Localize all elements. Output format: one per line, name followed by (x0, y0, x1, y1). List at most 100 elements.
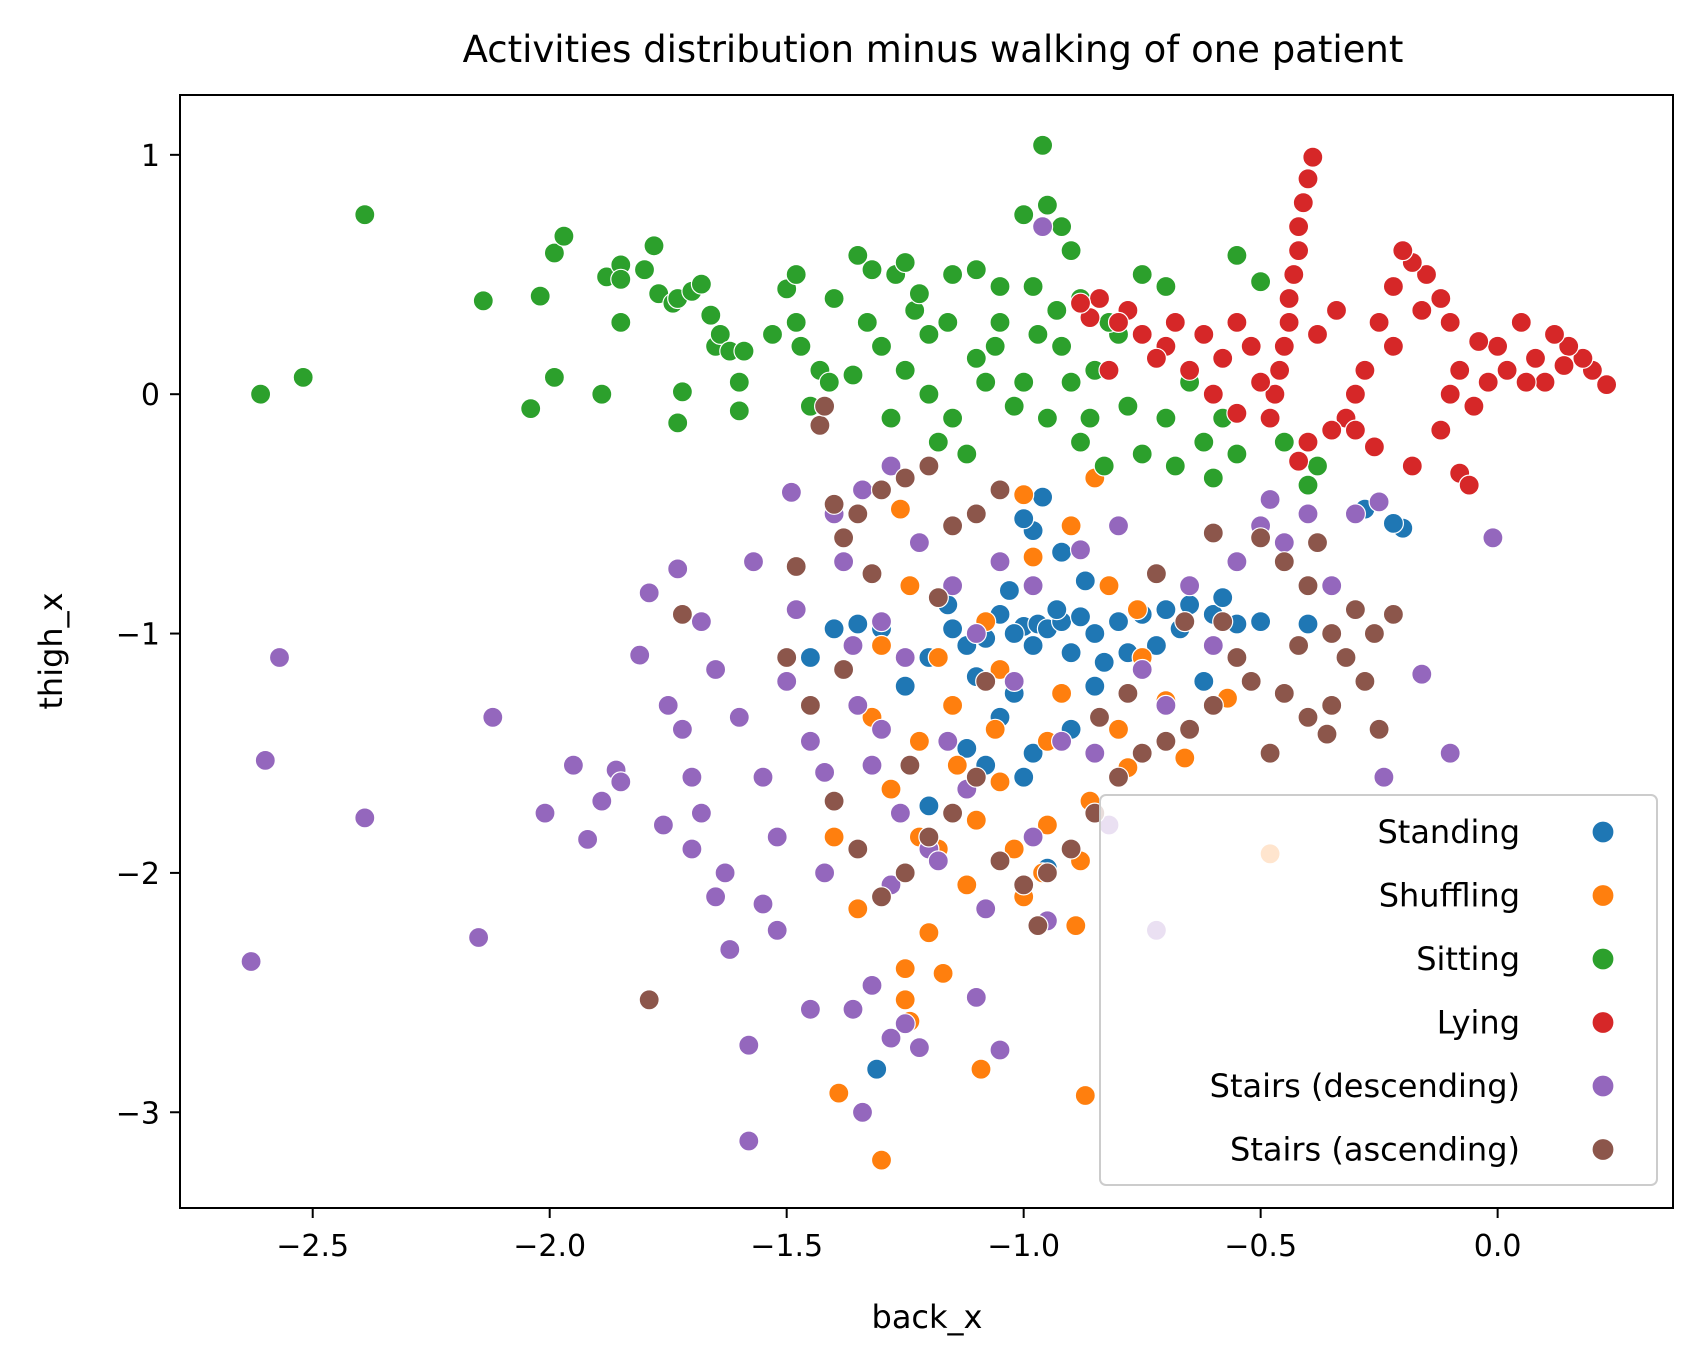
data-point (899, 754, 921, 776)
data-point (823, 618, 845, 640)
data-point (761, 323, 784, 345)
data-point (268, 646, 291, 669)
data-point (1226, 402, 1248, 424)
legend-marker (1591, 1010, 1615, 1035)
data-point (1572, 347, 1594, 369)
data-point (1036, 407, 1059, 429)
data-point (1382, 275, 1405, 298)
x-axis-label: back_x (872, 1298, 983, 1336)
data-point (1524, 347, 1547, 369)
data-point (785, 555, 807, 578)
data-point (1084, 742, 1106, 764)
data-point (671, 603, 694, 626)
data-point (576, 828, 599, 851)
data-point (1534, 371, 1556, 393)
data-point (240, 950, 262, 973)
data-point (970, 1058, 992, 1080)
data-point (704, 658, 727, 681)
data-point (889, 498, 912, 520)
data-point (1027, 914, 1049, 937)
data-point (1297, 168, 1319, 190)
data-point (709, 323, 731, 345)
data-point (1036, 814, 1059, 836)
data-point (918, 323, 940, 345)
data-point (1050, 541, 1073, 563)
data-point (1046, 598, 1068, 621)
data-point (1060, 515, 1082, 537)
data-point (681, 838, 703, 860)
data-point (965, 503, 987, 525)
data-point (956, 737, 978, 760)
data-point (1477, 371, 1499, 393)
data-point (1439, 742, 1461, 764)
data-point (956, 443, 978, 465)
data-point (1013, 204, 1035, 226)
data-point (1278, 287, 1300, 310)
data-point (1131, 323, 1153, 345)
data-point (908, 531, 931, 554)
data-point (652, 814, 675, 836)
data-point (1226, 551, 1248, 573)
data-point (918, 455, 940, 477)
data-point (1022, 634, 1044, 657)
data-point (1060, 838, 1082, 860)
data-point (1022, 575, 1044, 597)
data-point (847, 503, 869, 525)
data-point (629, 644, 651, 666)
data-point (1174, 610, 1196, 633)
data-point (1155, 730, 1177, 752)
data-point (1117, 682, 1139, 705)
legend-label: Stairs (descending) (1210, 1067, 1520, 1105)
data-point (1013, 874, 1035, 896)
data-point (1031, 134, 1054, 156)
data-point (1273, 531, 1295, 554)
data-point (851, 1101, 874, 1123)
data-point (543, 366, 566, 388)
data-point (1415, 263, 1438, 286)
x-tick-label: 0.0 (1474, 1229, 1522, 1264)
data-point (894, 989, 916, 1011)
data-point (1287, 216, 1310, 238)
data-point (728, 400, 750, 422)
data-point (1321, 694, 1343, 717)
data-point (1273, 431, 1295, 453)
data-point (1069, 431, 1092, 453)
data-point (1325, 299, 1348, 321)
data-point (690, 273, 713, 295)
data-point (1382, 603, 1405, 626)
data-point (468, 926, 490, 949)
data-point (1060, 642, 1082, 664)
data-point (1449, 359, 1471, 381)
data-point (1155, 598, 1177, 621)
data-point (965, 809, 987, 831)
data-point (894, 359, 916, 381)
data-point (941, 575, 964, 597)
data-point (1003, 838, 1025, 860)
data-point (1363, 436, 1386, 458)
data-point (1430, 419, 1452, 441)
data-point (1268, 359, 1291, 381)
data-point (870, 1149, 893, 1171)
data-point (989, 311, 1011, 333)
data-point (1155, 275, 1177, 298)
data-point (1302, 146, 1324, 168)
data-point (1259, 488, 1281, 511)
data-point (742, 551, 765, 573)
data-point (690, 610, 713, 633)
data-point (1060, 371, 1082, 393)
legend-label: Standing (1377, 813, 1520, 851)
data-point (1107, 610, 1130, 633)
data-point (941, 802, 964, 824)
data-point (894, 1013, 916, 1035)
data-point (918, 922, 940, 944)
data-point (1178, 575, 1201, 597)
data-point (785, 263, 807, 286)
data-point (847, 613, 869, 635)
data-point (1036, 862, 1059, 884)
data-point (880, 407, 902, 429)
data-point (989, 479, 1011, 501)
data-point (250, 383, 272, 405)
data-point (1022, 546, 1044, 568)
data-point (610, 771, 632, 793)
data-point (1084, 622, 1106, 645)
